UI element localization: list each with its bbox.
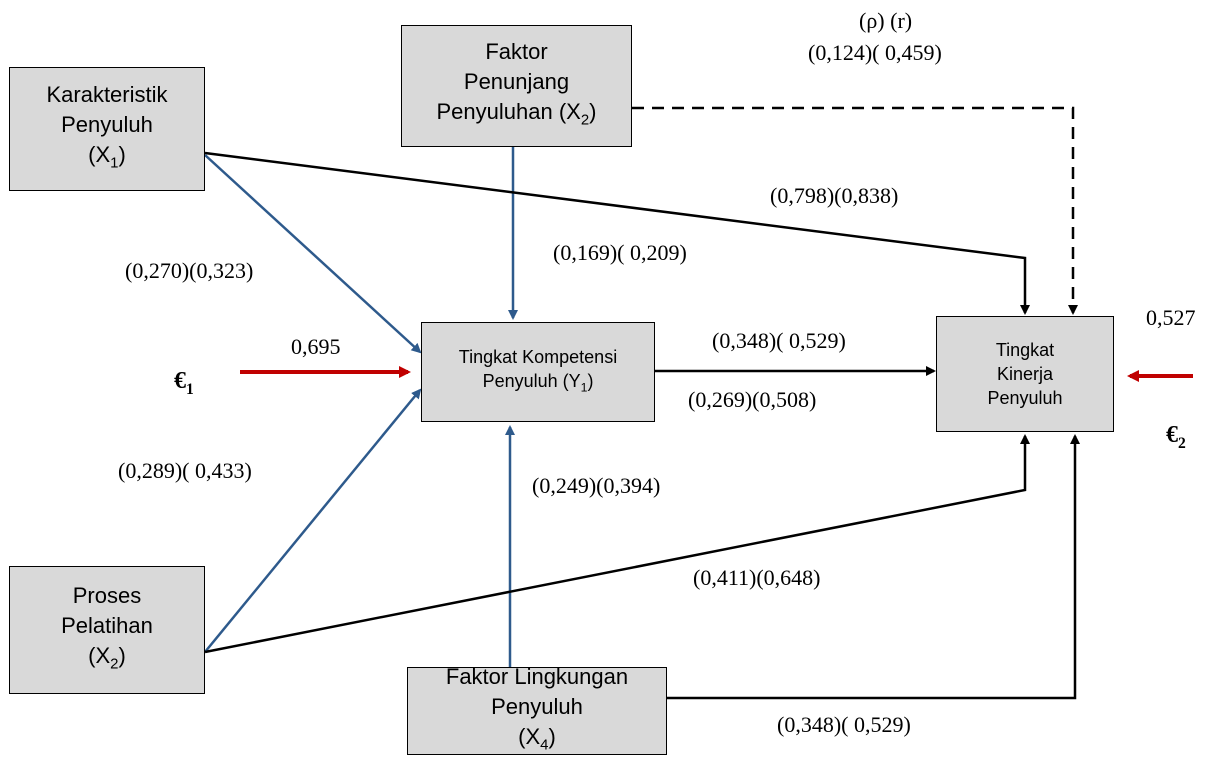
box-x4-line3-end: ) <box>548 723 556 749</box>
error-term-e2: €2 <box>1166 422 1186 453</box>
arrow-x4-y2 <box>667 434 1080 700</box>
coef-x3-y1: (0,289)( 0,433) <box>118 458 252 483</box>
box-y1-line2-sub: 1 <box>580 380 588 395</box>
arrow-x2-y2 <box>632 106 1078 315</box>
box-x4-faktor-lingkungan: Faktor Lingkungan Penyuluh (X4) <box>407 664 667 755</box>
box-x4-line3-base: (X <box>518 723 541 749</box>
box-y2-line3: Penyuluh <box>987 388 1063 408</box>
error-e2-sub: 2 <box>1178 434 1186 452</box>
box-x3-line3-end: ) <box>118 642 126 668</box>
coef-x4-y1: (0,249)(0,394) <box>532 473 661 498</box>
box-x2-faktor-penunjang: Faktor Penunjang Penyuluhan (X2) <box>401 25 632 147</box>
box-x1-karakteristik: Karakteristik Penyuluh (X1) <box>9 67 205 191</box>
box-y1-line1: Tingkat Kompetensi <box>458 346 618 367</box>
coef-e1-value: 0,695 <box>291 334 341 359</box>
box-y2-tingkat-kinerja: Tingkat Kinerja Penyuluh <box>936 316 1114 432</box>
arrow-x1-y1 <box>204 154 422 354</box>
coef-x4-y2: (0,348)( 0,529) <box>777 712 911 737</box>
box-x2-line3-base: Penyuluhan (X <box>436 98 581 124</box>
box-x1-line3-base: (X <box>88 141 111 167</box>
box-x4-line3: (X4) <box>518 722 556 760</box>
box-x1-line3: (X1) <box>88 140 126 178</box>
arrow-x3-y1 <box>204 388 422 653</box>
arrow-x3-y2 <box>204 434 1030 654</box>
coef-y1-y2-top: (0,348)( 0,529) <box>712 328 846 353</box>
coef-x3-y2: (0,411)(0,648) <box>693 565 821 590</box>
box-x3-line2: Pelatihan <box>61 612 153 638</box>
box-x3-line3-sub: 2 <box>110 655 119 673</box>
error-e2-symbol: € <box>1166 422 1178 448</box>
box-x1-line2: Penyuluh <box>61 111 153 137</box>
box-y2-line1: Tingkat <box>995 340 1055 360</box>
error-e1-sub: 1 <box>186 380 194 398</box>
box-y1-line2: Penyuluh (Y1) <box>483 369 594 400</box>
error-term-e1: €1 <box>174 368 194 399</box>
box-x3-proses-pelatihan: Proses Pelatihan (X2) <box>9 566 205 694</box>
error-e1-symbol: € <box>174 368 186 394</box>
coef-y1-y2-bottom: (0,269)(0,508) <box>688 387 817 412</box>
box-y1-tingkat-kompetensi: Tingkat Kompetensi Penyuluh (Y1) <box>421 322 655 422</box>
box-y1-line2-base: Penyuluh (Y <box>482 370 581 391</box>
arrow-x1-y2 <box>204 151 1030 315</box>
box-x2-line3: Penyuluhan (X2) <box>437 97 597 135</box>
box-x1-line1: Karakteristik <box>46 81 168 107</box>
box-x4-line2: Penyuluh <box>491 693 583 719</box>
coef-x2-y1: (0,169)( 0,209) <box>553 240 687 265</box>
box-x2-line3-end: ) <box>589 98 597 124</box>
box-y2-line2: Kinerja <box>996 364 1054 384</box>
coef-e2-value: 0,527 <box>1146 305 1196 330</box>
box-x3-line3-base: (X <box>88 642 111 668</box>
box-x4-line3-sub: 4 <box>540 736 549 754</box>
box-x2-line2: Penunjang <box>463 68 570 94</box>
coef-x2-y2: (0,124)( 0,459) <box>808 40 942 65</box>
box-x3-line3: (X2) <box>88 641 126 679</box>
box-x1-line3-end: ) <box>118 141 126 167</box>
coef-header-symbols: (ρ) (r) <box>859 8 913 33</box>
box-x3-line1: Proses <box>72 582 142 608</box>
coef-x1-y1: (0,270)(0,323) <box>125 258 254 283</box>
box-x2-line1: Faktor <box>485 38 548 64</box>
box-x4-line1: Faktor Lingkungan <box>445 663 629 689</box>
box-x2-line3-sub: 2 <box>580 111 590 129</box>
coef-x1-y2: (0,798)(0,838) <box>770 183 899 208</box>
box-x1-line3-sub: 1 <box>110 154 119 172</box>
box-y1-line2-end: ) <box>587 370 594 391</box>
